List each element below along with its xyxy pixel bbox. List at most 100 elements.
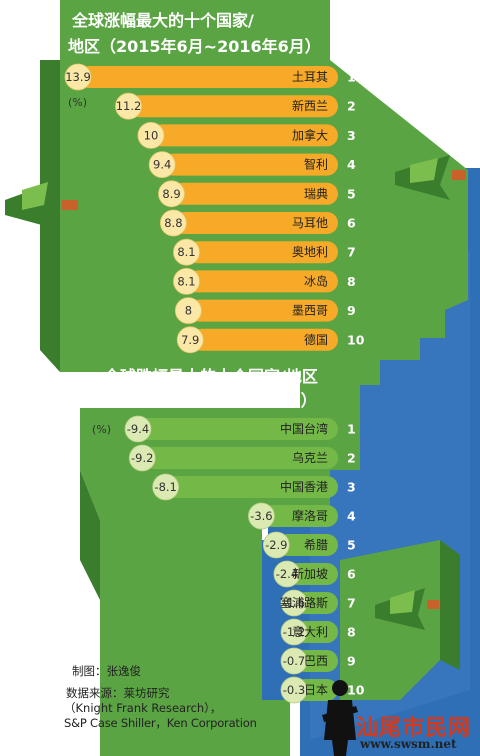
- land-edge-bottom: [80, 470, 100, 600]
- gain-bar: [171, 182, 338, 205]
- watermark-figure: [322, 680, 358, 756]
- fall-value-label: -3.6: [250, 509, 272, 523]
- gain-rank-label: 3: [347, 128, 356, 143]
- fall-category-label: 意大利: [292, 624, 328, 639]
- fall-value-label: -9.2: [131, 451, 153, 465]
- gain-value-label: 8.1: [177, 245, 195, 259]
- gain-category-label: 墨西哥: [292, 304, 328, 318]
- gain-category-label: 智利: [304, 157, 328, 172]
- fall-bar: [261, 505, 338, 527]
- fall-category-label: 乌克兰: [292, 450, 328, 465]
- gain-value-bubble: [115, 92, 142, 120]
- fall-value-label: -2.9: [265, 538, 287, 552]
- gain-bar: [162, 153, 338, 176]
- fall-value-label: -1.6: [283, 596, 305, 610]
- gain-value-label: 8.9: [162, 187, 180, 201]
- gain-rank-label: 2: [347, 99, 356, 114]
- fall-category-label: 希腊: [304, 537, 328, 552]
- gain-rank-label: 4: [347, 157, 356, 172]
- fall-chart: -9.4 中国台湾 1 -9.2 乌克兰 2 -8.1 中国香港 3 -3.6 摩洛哥 4 -2.9 希腊…: [124, 415, 365, 704]
- fall-rank-label: 8: [347, 625, 356, 640]
- fall-value-bubble: [280, 676, 308, 704]
- fall-bar: [286, 563, 338, 585]
- fall-value-bubble: [262, 531, 290, 559]
- fall-value-bubble: [273, 560, 301, 588]
- fall-value-bubble: [128, 444, 156, 472]
- fall-rank-label: 5: [347, 538, 356, 553]
- gain-bar: [173, 212, 338, 234]
- gain-value-label: 8: [185, 304, 192, 318]
- fall-category-label: 中国香港: [280, 479, 328, 494]
- fall-value-bubble: [248, 502, 275, 530]
- fall-rank-label: 4: [347, 509, 356, 524]
- gain-value-bubble: [148, 151, 176, 179]
- gain-rank-label: 8: [347, 274, 356, 289]
- fall-bar: [276, 534, 338, 556]
- gain-value-bubble: [173, 267, 200, 295]
- fall-rank-label: 3: [347, 480, 356, 495]
- gain-bar: [186, 241, 338, 264]
- fall-title-line1: 全球跌幅最大的十个国家/地区: [104, 367, 318, 386]
- gain-unit: (%): [68, 96, 88, 109]
- credit-source-line1: 数据来源：莱坊研究: [66, 686, 170, 700]
- gain-rank-label: 7: [347, 245, 356, 260]
- fall-category-label: 日本: [304, 683, 328, 697]
- fall-unit: (%): [92, 423, 112, 436]
- watermark-name: 汕尾市民网: [356, 715, 472, 741]
- gain-value-label: 8.1: [177, 274, 195, 288]
- fall-category-label: 新加坡: [292, 566, 328, 581]
- fall-value-bubble: [280, 647, 308, 675]
- gain-bar: [190, 328, 338, 351]
- credit-producer: 制图：张逸俊: [72, 664, 141, 678]
- fall-value-bubble: [280, 589, 308, 617]
- fall-value-bubble: [124, 415, 152, 443]
- gain-value-bubble: [137, 121, 165, 149]
- fall-category-label: 中国台湾: [280, 421, 328, 436]
- gain-title-line2: 地区（2015年6月~2016年6月）: [68, 37, 321, 56]
- gain-rank-label: 6: [347, 216, 356, 231]
- gain-category-label: 冰岛: [304, 273, 328, 288]
- fall-rank-label: 10: [347, 683, 365, 698]
- gain-bar: [78, 66, 338, 88]
- gain-value-label: 11.2: [116, 99, 142, 113]
- gain-bar: [128, 95, 338, 118]
- fall-category-label: 摩洛哥: [292, 508, 328, 523]
- gain-value-label: 9.4: [153, 158, 171, 172]
- fall-value-bubble: [280, 618, 308, 646]
- tree-icon: [375, 588, 439, 630]
- fall-value-label: -0.3: [283, 683, 305, 697]
- gain-value-label: 8.8: [164, 216, 182, 230]
- fall-value-label: -1.2: [283, 625, 305, 639]
- gain-category-label: 加拿大: [292, 127, 328, 142]
- gain-bar: [150, 124, 338, 147]
- gain-category-label: 土耳其: [292, 70, 328, 84]
- gain-rank-label: 5: [347, 186, 356, 201]
- fall-bar: [142, 447, 338, 469]
- gain-rank-label: 9: [347, 303, 356, 318]
- gain-rank-label: 10: [347, 332, 365, 347]
- fall-title-line2: （2015年6月~2016年6月）: [96, 391, 317, 410]
- fall-bar: [165, 476, 338, 498]
- gain-bar: [186, 270, 338, 293]
- fall-value-label: -8.1: [154, 480, 176, 494]
- gain-value-label: 13.9: [65, 70, 91, 84]
- gain-rank-label: 1: [347, 70, 356, 85]
- gain-category-label: 德国: [304, 332, 328, 347]
- gain-category-label: 马耳他: [292, 216, 328, 230]
- fall-rank-label: 9: [347, 654, 356, 669]
- fall-category-label: 巴西: [304, 654, 328, 668]
- gain-category-label: 新西兰: [292, 98, 328, 113]
- fall-rank-label: 1: [347, 422, 356, 437]
- fall-value-label: -9.4: [127, 422, 149, 436]
- gain-value-bubble: [176, 326, 204, 354]
- gain-category-label: 奥地利: [292, 245, 328, 259]
- gain-value-bubble: [174, 297, 202, 325]
- fall-rank-label: 6: [347, 567, 356, 582]
- fall-category-label: 塞浦路斯: [280, 595, 328, 610]
- gain-value-bubble: [64, 63, 92, 91]
- fall-value-bubble: [152, 473, 180, 501]
- gain-value-label: 10: [144, 128, 159, 142]
- gain-value-label: 7.9: [181, 333, 199, 347]
- gain-value-bubble: [159, 209, 187, 237]
- fall-rank-label: 7: [347, 596, 356, 611]
